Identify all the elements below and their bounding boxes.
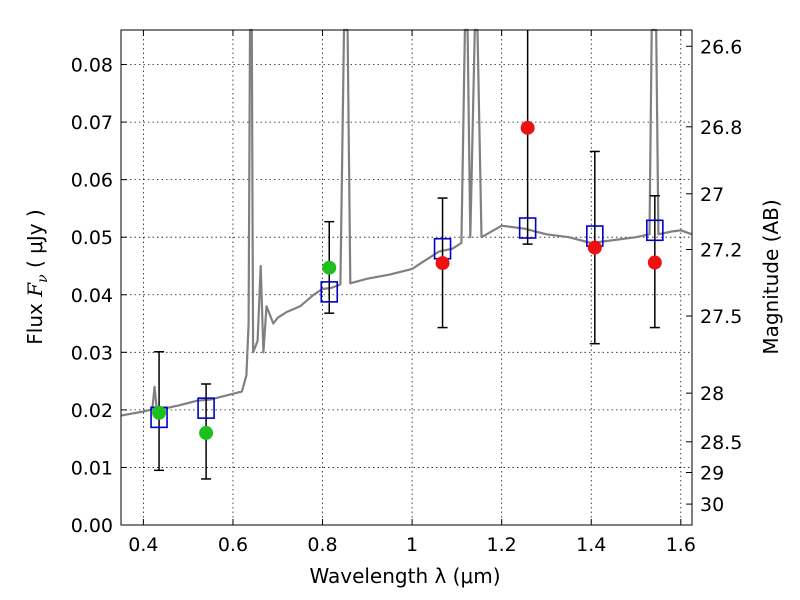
magnitude-tick-label: 30 — [700, 494, 724, 516]
y-tick-label: 0.01 — [71, 457, 113, 479]
nir-data-point — [647, 255, 662, 270]
magnitude-tick-label: 26.6 — [700, 36, 742, 58]
x-tick-label: 1 — [406, 534, 418, 556]
y-axis-label: Flux Fν ( μJy ) — [23, 209, 51, 344]
y-axis-label-symbol: F — [23, 282, 47, 298]
plot-frame — [120, 29, 693, 526]
model-square — [518, 217, 537, 239]
y-tick-label: 0.08 — [71, 55, 113, 77]
x-tick-label: 1.4 — [576, 534, 606, 556]
spectrum-line — [120, 28, 693, 417]
data-point-layer — [152, 120, 662, 440]
y-tick-label: 0.04 — [71, 285, 113, 307]
magnitude-axis-label: Magnitude (AB) — [759, 199, 783, 354]
y-tick-label: 0.02 — [71, 400, 113, 422]
x-tick-label: 1.6 — [666, 534, 696, 556]
grid-lines — [121, 30, 692, 526]
model-square-layer — [150, 217, 664, 429]
magnitude-tick-label: 29 — [700, 463, 724, 485]
hst-data-point — [199, 425, 214, 440]
magnitude-tick-label: 28 — [700, 383, 724, 405]
x-tick-label: 0.8 — [307, 534, 337, 556]
y-axis-label-post: ( μJy ) — [23, 209, 47, 274]
tick-layer — [121, 30, 692, 526]
y-tick-label: 0.00 — [71, 515, 113, 537]
nir-data-point — [587, 240, 602, 255]
nir-data-point — [435, 256, 450, 271]
errorbar-layer — [154, 30, 660, 480]
magnitude-tick-label: 27 — [700, 184, 724, 206]
hst-data-point — [152, 405, 167, 420]
nir-data-point — [520, 120, 535, 135]
magnitude-tick-label: 27.2 — [700, 240, 742, 262]
magnitude-tick-label: 28.5 — [700, 432, 742, 454]
model-square — [197, 397, 215, 419]
x-tick-label: 1.2 — [487, 534, 517, 556]
model-square — [646, 219, 664, 242]
y-tick-label: 0.03 — [71, 342, 113, 364]
magnitude-tick-label: 27.5 — [700, 306, 742, 328]
y-tick-label: 0.05 — [71, 227, 113, 249]
y-tick-label: 0.06 — [71, 170, 113, 192]
x-tick-label: 0.6 — [218, 534, 248, 556]
spectrum-layer — [120, 28, 693, 417]
y-tick-label: 0.07 — [71, 112, 113, 134]
x-tick-label: 0.4 — [128, 534, 158, 556]
x-axis-label: Wavelength λ (μm) — [309, 564, 500, 588]
tick-label-layer: 0.4 0.6 0.8 1 1.2 1.4 1.6 0.00 0.01 0.02 0.03 0.04 0… — [71, 36, 743, 556]
hst-data-point — [322, 260, 337, 275]
model-square — [320, 281, 339, 303]
magnitude-tick-label: 26.8 — [700, 117, 742, 139]
y-axis-label-sub: ν — [35, 274, 51, 283]
y-axis-label-pre: Flux — [23, 297, 47, 345]
